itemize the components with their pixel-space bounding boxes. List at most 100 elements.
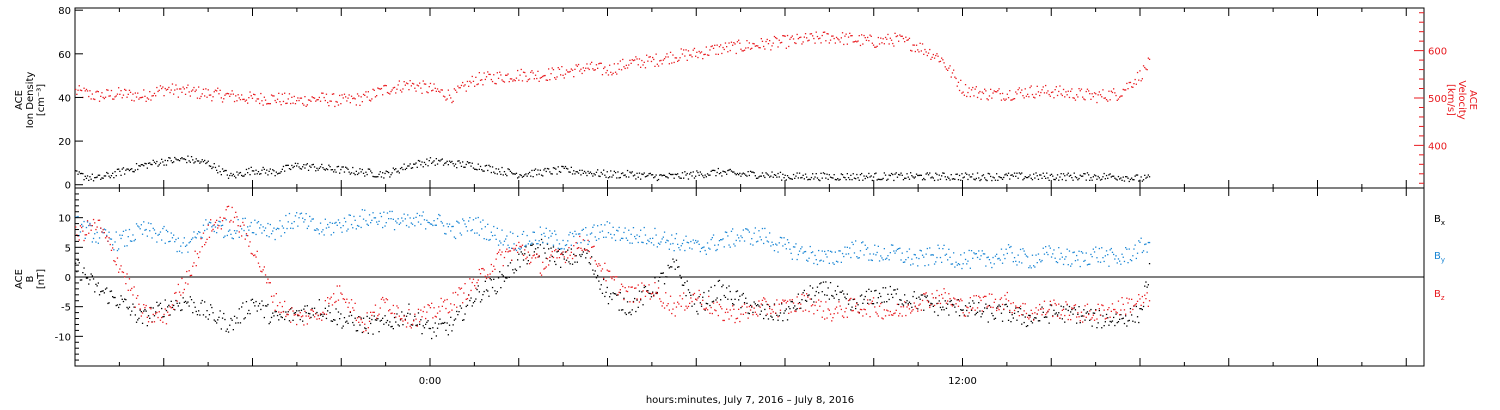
density-point xyxy=(267,174,269,176)
bz-point xyxy=(733,308,735,310)
bz-point xyxy=(313,316,316,318)
density-point xyxy=(353,172,355,174)
velocity-point xyxy=(1042,86,1044,88)
density-point xyxy=(984,177,986,179)
density-point xyxy=(839,178,841,181)
bx-point xyxy=(259,302,261,305)
density-point xyxy=(1085,179,1087,181)
density-point xyxy=(533,169,535,171)
bz-point xyxy=(1084,305,1086,307)
bx-point xyxy=(396,313,398,315)
bx-point xyxy=(560,266,562,268)
velocity-point xyxy=(674,57,676,59)
velocity-point xyxy=(792,38,795,40)
by-point xyxy=(439,214,441,217)
bz-point xyxy=(551,250,553,253)
bx-point xyxy=(606,286,608,289)
density-point xyxy=(705,176,707,178)
by-point xyxy=(157,234,159,236)
bx-point xyxy=(293,312,295,314)
bz-point xyxy=(1127,302,1129,304)
bz-point xyxy=(1011,312,1013,314)
velocity-point xyxy=(358,95,360,97)
by-point xyxy=(890,244,893,246)
by-point xyxy=(1072,251,1074,254)
velocity-point xyxy=(598,63,600,65)
by-point xyxy=(950,263,952,265)
density-point xyxy=(244,173,246,176)
density-point xyxy=(920,174,922,176)
velocity-point xyxy=(892,42,894,45)
density-point xyxy=(619,176,621,179)
density-point xyxy=(275,171,277,173)
by-point xyxy=(310,220,312,222)
density-point xyxy=(269,168,271,170)
velocity-point xyxy=(687,50,690,52)
density-point xyxy=(155,162,157,165)
by-point xyxy=(587,243,589,245)
bz-point xyxy=(589,257,592,259)
bx-point xyxy=(595,277,598,279)
bx-point xyxy=(220,328,222,330)
by-point xyxy=(279,220,281,222)
by-point xyxy=(170,232,172,234)
velocity-point xyxy=(921,43,924,45)
bz-point xyxy=(907,304,909,306)
bz-point xyxy=(399,318,402,320)
density-point xyxy=(232,173,234,175)
by-point xyxy=(813,262,815,265)
velocity-point xyxy=(942,59,944,61)
bx-point xyxy=(126,306,128,309)
bz-point xyxy=(735,318,737,320)
by-point xyxy=(499,240,501,242)
density-point xyxy=(802,174,804,176)
by-point xyxy=(465,226,467,228)
density-point xyxy=(623,174,625,177)
velocity-point xyxy=(1062,88,1065,91)
velocity-point xyxy=(1035,93,1037,95)
velocity-point xyxy=(1071,88,1073,90)
bx-point xyxy=(307,312,310,315)
bz-point xyxy=(128,278,131,280)
by-point xyxy=(837,261,839,263)
by-point xyxy=(109,238,111,240)
bx-point xyxy=(113,296,115,299)
bx-point xyxy=(581,253,583,256)
by-point xyxy=(640,229,642,231)
density-point xyxy=(534,168,537,170)
by-point xyxy=(244,217,246,219)
bz-point xyxy=(675,306,678,308)
by-point xyxy=(855,240,857,242)
bz-point xyxy=(931,293,933,295)
by-point xyxy=(269,223,271,226)
by-point xyxy=(82,225,84,227)
density-point xyxy=(875,172,877,174)
by-point xyxy=(431,223,433,225)
bz-point xyxy=(743,303,746,305)
by-point xyxy=(364,209,366,211)
by-point xyxy=(534,239,537,241)
bx-point xyxy=(1097,322,1099,324)
bz-point xyxy=(1030,309,1032,311)
bz-point xyxy=(834,308,836,310)
velocity-point xyxy=(876,45,878,47)
by-point xyxy=(453,236,455,238)
bz-point xyxy=(189,274,191,277)
velocity-point xyxy=(379,88,381,90)
bz-point xyxy=(173,308,175,310)
bz-point xyxy=(711,312,713,315)
by-point xyxy=(1006,252,1008,255)
bz-point xyxy=(505,250,507,253)
velocity-point xyxy=(577,63,580,66)
velocity-point xyxy=(501,79,503,81)
bx-point xyxy=(552,246,555,248)
bx-point xyxy=(637,306,639,308)
by-point xyxy=(690,240,692,243)
by-point xyxy=(843,255,845,258)
density-point xyxy=(683,177,685,179)
density-point xyxy=(743,173,746,175)
velocity-point xyxy=(193,86,195,89)
velocity-point xyxy=(108,95,110,97)
bz-point xyxy=(493,265,495,267)
bz-point xyxy=(350,299,353,301)
